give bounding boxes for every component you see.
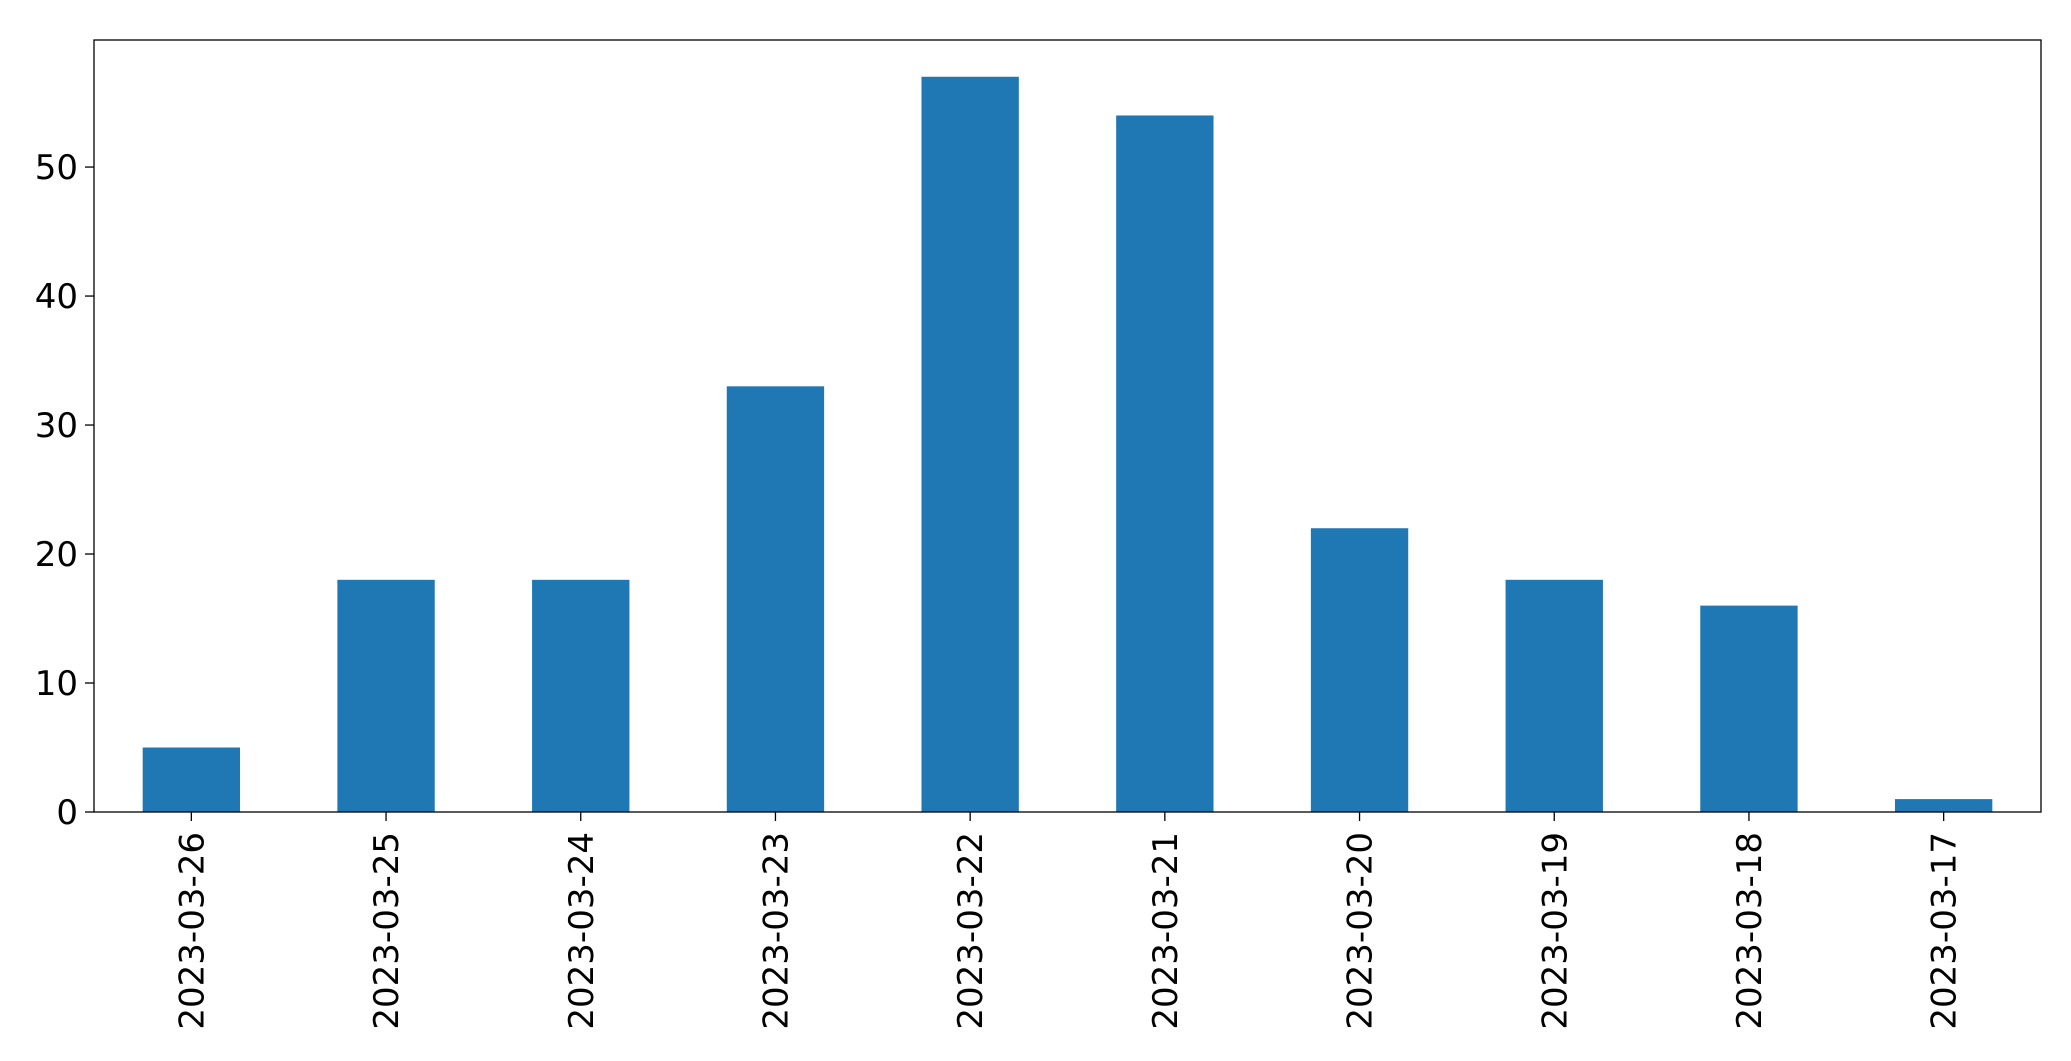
x-tick-label: 2023-03-26 [172,832,212,1030]
x-tick-label: 2023-03-19 [1535,832,1575,1030]
bar [1310,528,1409,812]
bar [1894,799,1993,812]
bar [726,386,825,812]
y-tick-label: 20 [35,535,78,575]
bar [1116,115,1214,813]
x-tick-label: 2023-03-20 [1341,832,1381,1030]
x-tick-label: 2023-03-17 [1925,832,1965,1030]
x-tick-label: 2023-03-24 [562,832,602,1030]
y-tick-label: 0 [56,793,78,833]
y-tick-label: 40 [35,277,78,317]
bar [532,579,630,812]
y-tick-label: 10 [35,664,78,704]
bar [1505,579,1603,812]
x-tick-label: 2023-03-23 [756,832,796,1030]
x-tick-label: 2023-03-18 [1730,832,1770,1030]
plot-frame [93,39,2042,813]
bar [142,747,241,812]
x-tick-label: 2023-03-25 [367,832,407,1030]
bar [337,579,435,812]
x-tick-label: 2023-03-22 [951,832,991,1030]
y-tick-label: 50 [35,148,78,188]
bar [1700,605,1798,812]
bar [921,76,1019,812]
y-tick-label: 30 [35,406,78,446]
x-tick-label: 2023-03-21 [1146,832,1186,1030]
